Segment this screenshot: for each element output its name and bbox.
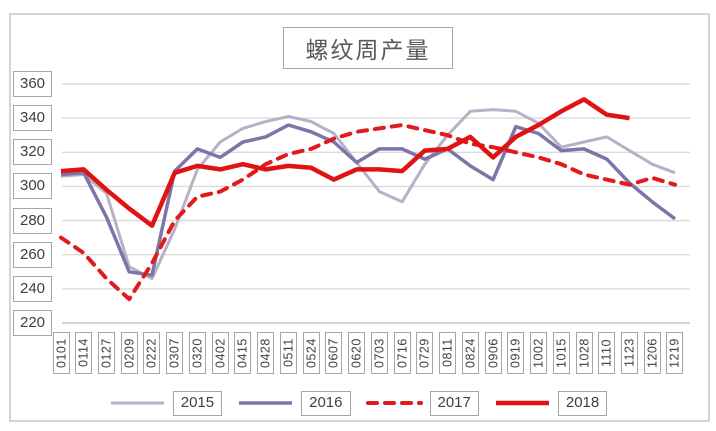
chart-title-box: 螺纹周产量 xyxy=(283,27,453,69)
x-axis-label-0209: 0209 xyxy=(121,332,138,374)
x-axis-label-0703: 0703 xyxy=(371,332,388,374)
x-axis-label-0811: 0811 xyxy=(439,332,456,374)
legend-label-2018: 2018 xyxy=(557,390,608,416)
x-axis-label-1123: 1123 xyxy=(621,332,638,374)
y-axis-label-260: 260 xyxy=(13,242,52,268)
x-axis-label-1110: 1110 xyxy=(598,332,615,374)
y-axis-label-320: 320 xyxy=(13,139,52,165)
x-axis-label-0620: 0620 xyxy=(348,332,365,374)
y-axis-label-220: 220 xyxy=(13,310,52,336)
x-axis-label-0222: 0222 xyxy=(143,332,160,374)
x-axis-label-0127: 0127 xyxy=(98,332,115,374)
x-axis-label-0607: 0607 xyxy=(325,332,342,374)
x-axis-label-0729: 0729 xyxy=(416,332,433,374)
legend-item-2015: 2015 xyxy=(109,390,223,416)
legend-label-2017: 2017 xyxy=(429,390,479,416)
legend-item-2017: 2017 xyxy=(365,390,479,416)
legend-label-2015: 2015 xyxy=(172,390,223,416)
x-axis-label-0511: 0511 xyxy=(280,332,297,374)
legend-line-sample-2016 xyxy=(239,401,293,405)
legend-line-sample-2018 xyxy=(495,400,549,406)
series-line-2016 xyxy=(60,123,677,277)
legend-line-sample-2015 xyxy=(110,401,164,405)
y-axis-label-240: 240 xyxy=(13,276,52,302)
x-axis-label-0415: 0415 xyxy=(234,332,251,374)
legend-item-2016: 2016 xyxy=(237,390,351,416)
y-axis-label-360: 360 xyxy=(13,71,52,97)
chart-title: 螺纹周产量 xyxy=(305,37,431,63)
x-axis-label-0114: 0114 xyxy=(75,332,92,374)
legend: 2015 2016 2017 2018 xyxy=(0,388,716,418)
y-axis-label-340: 340 xyxy=(13,105,52,131)
legend-item-2018: 2018 xyxy=(494,390,608,416)
x-axis-label-0320: 0320 xyxy=(189,332,206,374)
series-line-2015 xyxy=(60,108,676,281)
x-axis-label-1206: 1206 xyxy=(644,332,661,374)
series-line-2017 xyxy=(59,123,677,302)
x-axis-label-1002: 1002 xyxy=(530,332,547,374)
legend-line-sample-2017 xyxy=(365,401,423,405)
x-axis-label-0307: 0307 xyxy=(166,332,183,374)
y-axis-label-300: 300 xyxy=(13,173,52,199)
x-axis-label-1015: 1015 xyxy=(553,332,570,374)
x-axis-label-0919: 0919 xyxy=(507,332,524,374)
x-axis-label-0824: 0824 xyxy=(462,332,479,374)
series-line-2018 xyxy=(60,97,630,228)
x-axis-label-1219: 1219 xyxy=(666,332,683,374)
x-axis-label-0428: 0428 xyxy=(257,332,274,374)
y-axis-label-280: 280 xyxy=(13,208,52,234)
x-axis-label-0524: 0524 xyxy=(303,332,320,374)
x-axis-label-0402: 0402 xyxy=(212,332,229,374)
x-axis-label-1028: 1028 xyxy=(576,332,593,374)
x-axis-label-0906: 0906 xyxy=(485,332,502,374)
legend-label-2016: 2016 xyxy=(301,390,351,416)
x-axis-label-0101: 0101 xyxy=(53,332,70,374)
x-axis-label-0716: 0716 xyxy=(394,332,411,374)
